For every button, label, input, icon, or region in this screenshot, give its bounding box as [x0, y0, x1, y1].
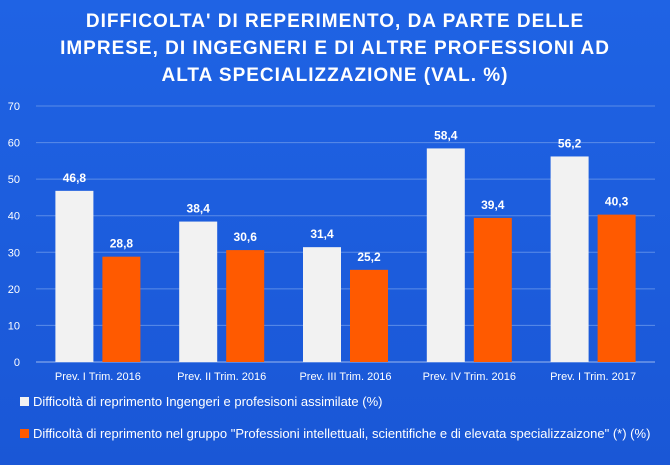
legend-label-series-1: Difficoltà di reprimento Ingengeri e pro…	[33, 394, 383, 409]
bar-series-2-5	[597, 214, 636, 362]
bar-series-1-1	[55, 190, 94, 362]
y-tick-label-10: 10	[8, 320, 20, 332]
x-tick-label-1: Prev. I Trim. 2016	[55, 371, 141, 383]
bar-series-2-3	[350, 269, 388, 362]
legend-entry-series-2: Difficoltà di reprimento nel gruppo "Pro…	[20, 425, 660, 442]
bar-series-2-1	[102, 256, 141, 362]
x-tick-label-4: Prev. IV Trim. 2016	[423, 371, 516, 383]
chart-title: DIFFICOLTA' DI REPERIMENTO, DA PARTE DEL…	[40, 8, 630, 89]
data-label-series-2-2: 30,6	[234, 230, 258, 244]
legend-swatch-series-2	[20, 429, 29, 438]
data-label-series-1-1: 46,8	[63, 171, 87, 185]
data-label-series-2-1: 28,8	[110, 237, 134, 251]
y-tick-label-0: 0	[14, 357, 20, 369]
bar-series-2-4	[473, 217, 512, 362]
legend-swatch-series-1	[20, 397, 29, 406]
data-label-series-2-5: 40,3	[605, 195, 629, 209]
data-label-series-2-3: 25,2	[357, 250, 381, 264]
data-label-series-1-2: 38,4	[187, 202, 211, 216]
y-tick-label-30: 30	[8, 247, 20, 259]
data-label-series-2-4: 39,4	[481, 198, 505, 212]
y-tick-label-40: 40	[8, 211, 20, 223]
bar-series-1-5	[550, 156, 589, 362]
x-tick-label-5: Prev. I Trim. 2017	[550, 371, 636, 383]
bar-series-1-4	[426, 148, 465, 362]
x-tick-label-2: Prev. II Trim. 2016	[177, 371, 266, 383]
y-tick-label-50: 50	[8, 174, 20, 186]
title-line-2: IMPRESE, DI INGEGNERI E DI ALTRE PROFESS…	[60, 38, 610, 59]
y-tick-label-60: 60	[8, 138, 20, 150]
bar-series-2-2	[226, 250, 265, 362]
title-line-3: ALTA SPECIALIZZAZIONE (VAL. %)	[161, 65, 509, 86]
legend-entry-series-1: Difficoltà di reprimento Ingengeri e pro…	[20, 393, 660, 410]
bar-series-1-3	[303, 247, 341, 362]
x-tick-label-3: Prev. III Trim. 2016	[299, 371, 391, 383]
data-label-series-1-4: 58,4	[434, 128, 458, 142]
title-line-1: DIFFICOLTA' DI REPERIMENTO, DA PARTE DEL…	[85, 11, 585, 32]
legend-label-series-2: Difficoltà di reprimento nel gruppo "Pro…	[33, 426, 651, 441]
y-tick-label-20: 20	[8, 284, 20, 296]
data-label-series-1-3: 31,4	[310, 227, 334, 241]
y-tick-label-70: 70	[8, 101, 20, 113]
data-label-series-1-5: 56,2	[558, 136, 582, 150]
bar-series-1-2	[179, 221, 218, 362]
